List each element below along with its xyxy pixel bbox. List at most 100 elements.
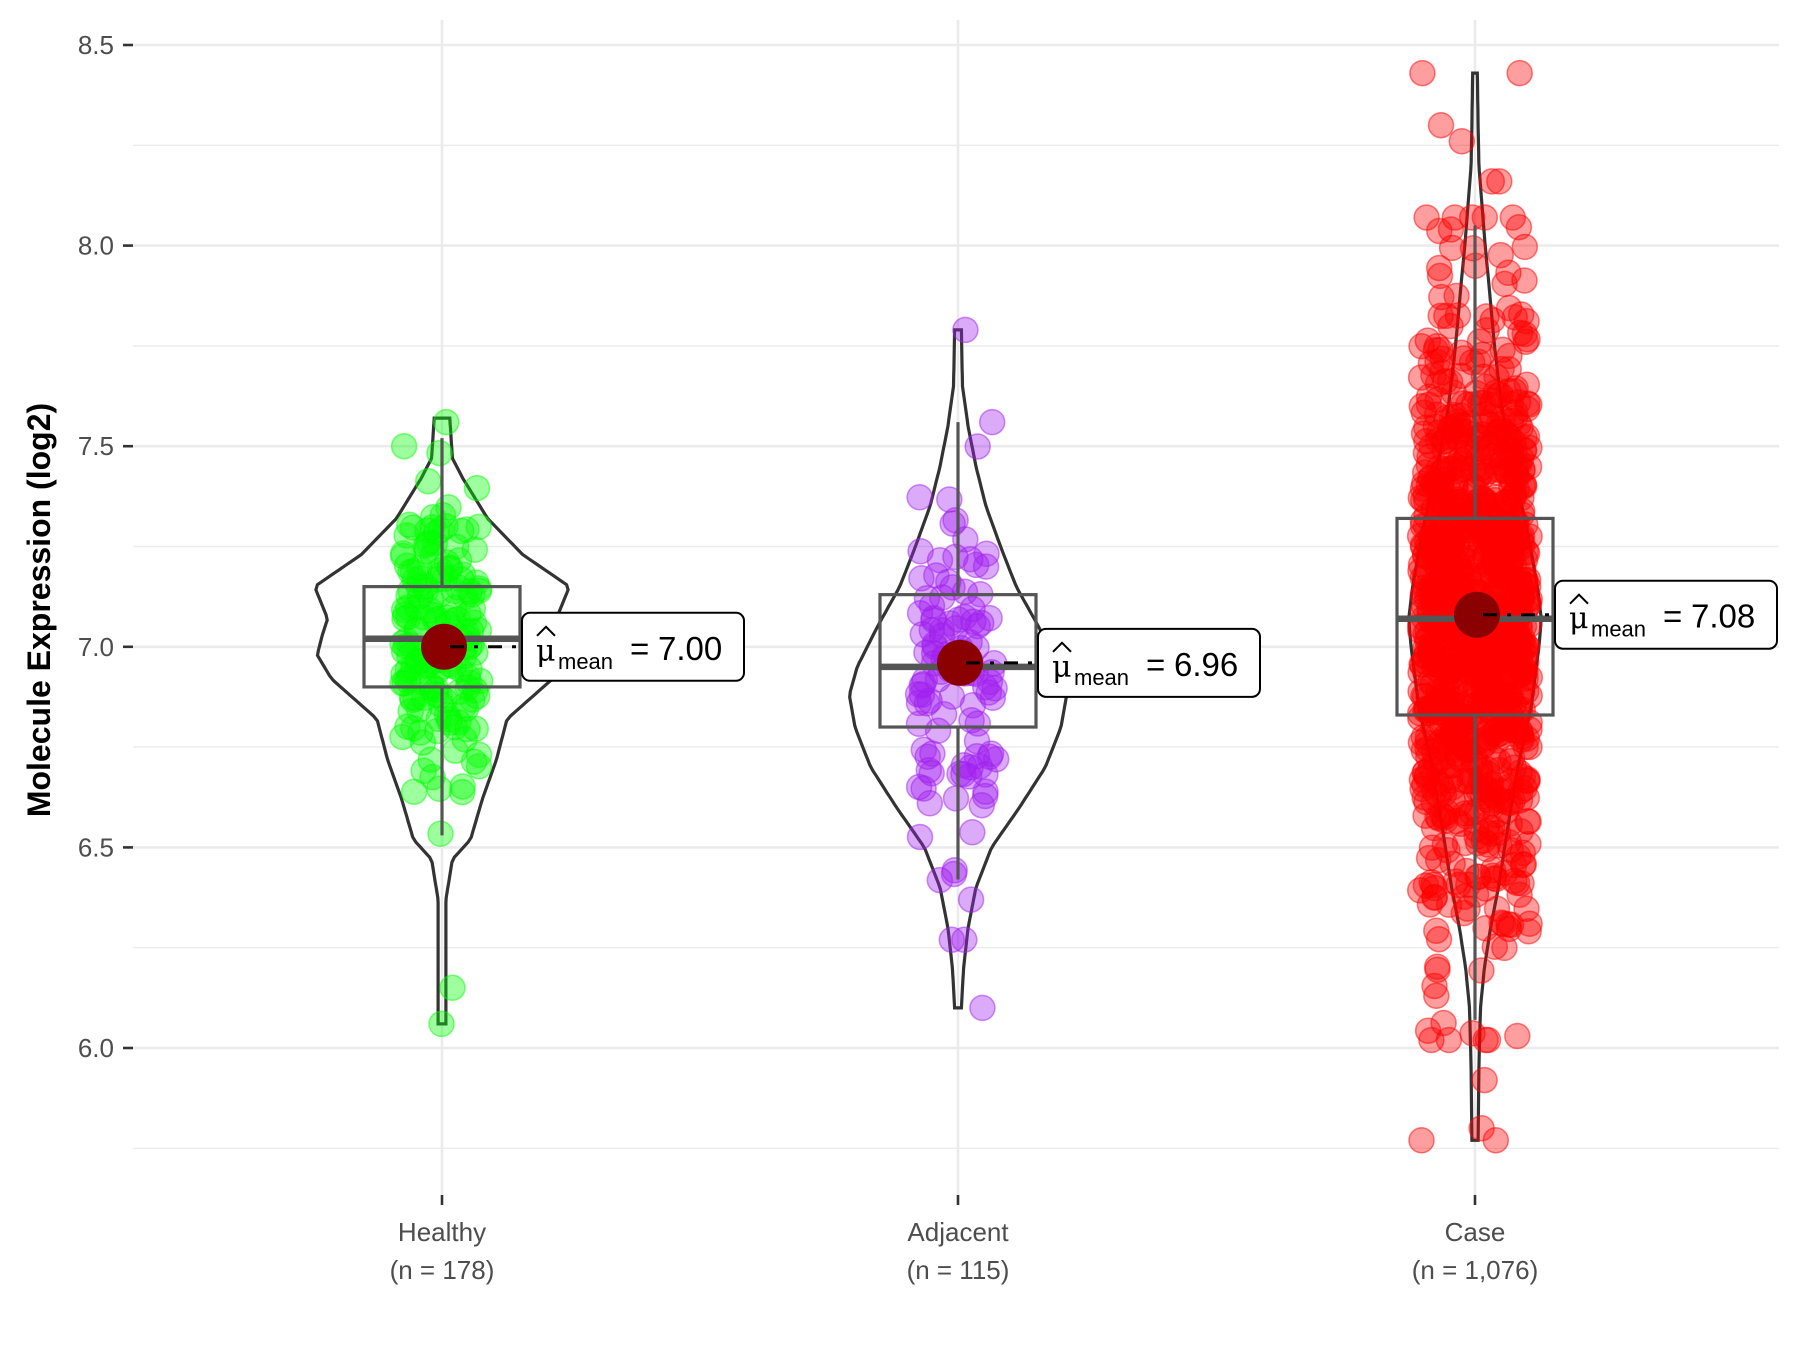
y-axis: 6.0 6.5 7.0 7.5 8.0 8.5 (78, 30, 133, 1063)
data-point-healthy (426, 439, 453, 467)
data-point-adjacent (978, 408, 1006, 436)
mean-label-subscript: mean (1591, 617, 1646, 642)
mean-label-box (521, 611, 745, 682)
mean-label-mu: μ (536, 634, 556, 669)
data-point-case (1500, 550, 1528, 578)
data-point-case (1483, 727, 1511, 754)
data-point-case (1482, 379, 1510, 406)
data-point-adjacent (914, 743, 941, 770)
mean-label-subscript: mean (558, 649, 613, 674)
x-tick-label: Adjacent (907, 1217, 1009, 1247)
data-point-case (1491, 270, 1518, 298)
data-point-case (1421, 972, 1448, 1000)
mean-point (1454, 591, 1500, 638)
data-point-adjacent (982, 745, 1010, 773)
data-point-adjacent (973, 540, 1000, 567)
x-tick-n-label: (n = 178) (390, 1255, 495, 1285)
data-point-healthy (423, 717, 451, 745)
data-point-case (1458, 652, 1486, 679)
data-point-adjacent (959, 819, 986, 846)
data-point-adjacent (926, 866, 954, 894)
data-point-case (1407, 617, 1434, 645)
data-point-healthy (399, 514, 427, 541)
data-point-adjacent (907, 537, 934, 565)
data-point-healthy (465, 741, 493, 768)
data-point-healthy (454, 715, 481, 743)
data-point-adjacent (966, 753, 994, 780)
data-point-case (1414, 1017, 1442, 1044)
data-point-case (1511, 233, 1539, 261)
data-point-case (1513, 725, 1541, 752)
data-point-case (1508, 529, 1535, 557)
data-point-case (1506, 59, 1533, 87)
data-point-healthy (401, 566, 428, 594)
data-point-adjacent (959, 595, 986, 623)
data-point-case (1504, 1022, 1531, 1050)
y-tick-label: 7.5 (78, 431, 114, 461)
data-point-case (1490, 661, 1517, 688)
mean-label-subscript: mean (1074, 665, 1129, 690)
y-tick-label: 8.5 (78, 30, 114, 60)
data-point-case (1505, 410, 1532, 438)
data-point-case (1513, 895, 1540, 923)
data-point-healthy (436, 554, 464, 582)
data-point-case (1474, 1026, 1502, 1054)
data-point-case (1437, 530, 1465, 557)
data-point-adjacent (923, 562, 950, 589)
data-point-case (1483, 895, 1511, 923)
data-point-case (1495, 294, 1523, 322)
data-point-case (1515, 808, 1542, 835)
data-point-healthy (389, 723, 416, 751)
mean-label-equals: = (1146, 646, 1165, 683)
data-point-case (1444, 302, 1472, 329)
data-point-case (1429, 345, 1457, 373)
data-point-case (1491, 443, 1518, 470)
data-point-case (1511, 567, 1538, 594)
data-point-case (1445, 457, 1472, 485)
data-point-adjacent (938, 926, 966, 953)
data-point-case (1424, 803, 1451, 831)
y-tick-label: 6.5 (78, 832, 114, 862)
data-point-case (1426, 262, 1454, 290)
data-point-case (1491, 934, 1518, 962)
x-axis: Healthy (n = 178) Adjacent (n = 115) Case (n … (390, 1195, 1538, 1285)
data-point-case (1471, 1066, 1498, 1094)
mean-label-mu: μ (1569, 602, 1589, 637)
data-point-adjacent (936, 486, 963, 513)
data-point-case (1407, 364, 1435, 391)
data-point-case (1439, 786, 1466, 814)
data-point-healthy (436, 709, 464, 736)
data-point-case (1438, 234, 1466, 262)
data-point-healthy (428, 1010, 455, 1038)
data-point-adjacent (976, 604, 1003, 632)
data-point-case (1440, 564, 1468, 591)
data-point-healthy (447, 517, 475, 545)
x-tick-label: Healthy (398, 1217, 486, 1247)
hat-icon (536, 625, 556, 637)
mean-label-value: 7.08 (1691, 598, 1755, 635)
data-point-case (1510, 437, 1538, 464)
data-point-case (1459, 420, 1486, 448)
data-point-case (1514, 325, 1541, 353)
data-point-case (1512, 658, 1539, 685)
data-point-healthy (409, 729, 437, 756)
data-point-adjacent (971, 782, 999, 810)
data-point-case (1507, 301, 1535, 328)
mean-label-box (1554, 579, 1778, 650)
data-point-healthy (435, 494, 462, 521)
data-point-case (1474, 760, 1502, 788)
data-point-case (1410, 723, 1438, 751)
box-adjacent (878, 593, 1038, 729)
data-point-healthy (426, 775, 453, 803)
data-point-case (1457, 704, 1484, 731)
data-point-adjacent (981, 675, 1008, 702)
data-point-case (1477, 771, 1504, 799)
data-point-healthy (405, 696, 433, 723)
data-point-healthy (465, 513, 492, 541)
data-point-case (1412, 697, 1439, 724)
mean-label-value: 7.00 (658, 630, 722, 667)
data-point-healthy (463, 474, 491, 502)
data-point-healthy (417, 746, 444, 774)
data-point-case (1487, 241, 1514, 269)
